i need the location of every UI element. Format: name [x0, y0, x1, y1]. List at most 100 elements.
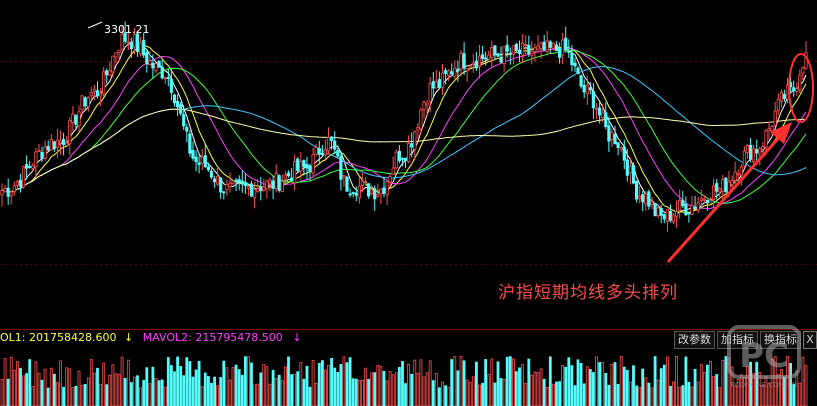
candle-body: [83, 97, 87, 107]
candle-body: [662, 214, 666, 220]
volume-bar: [142, 379, 146, 406]
candle-body: [92, 88, 96, 92]
volume-legend: OL1: 201758428.600 ↓ MAVOL2: 215795478.5…: [0, 331, 302, 347]
volume-bar: [320, 360, 324, 406]
volume-bar: [6, 378, 10, 406]
volume-bar: [197, 360, 201, 406]
volume-bar: [179, 365, 183, 406]
candle-body: [465, 67, 469, 72]
volume-bar: [259, 372, 263, 406]
candle-body: [644, 193, 648, 205]
volume-bar: [678, 386, 682, 406]
volume-bar: [622, 366, 626, 406]
candle-body: [31, 165, 35, 169]
volume-bar: [83, 383, 87, 406]
candle-body: [671, 214, 676, 223]
volume-bar: [521, 364, 524, 406]
volume-bar: [739, 374, 743, 406]
candle-body: [773, 110, 777, 126]
volume-bar: [222, 360, 226, 406]
volume-bar: [595, 356, 598, 406]
candle-body: [702, 198, 706, 201]
volume-bar: [444, 385, 448, 406]
volume-bar: [706, 364, 709, 406]
volume-bar: [89, 359, 93, 406]
volume-bar: [151, 366, 155, 406]
volume-bar: [68, 368, 72, 406]
volume-bar: [545, 386, 549, 406]
volume-bar: [515, 371, 518, 406]
vol-arrow-icon: ↓: [123, 331, 134, 344]
candle-body: [483, 57, 488, 60]
volume-bar: [93, 372, 96, 406]
candle-body: [659, 207, 663, 216]
candle-body: [394, 151, 398, 169]
volume-bar: [752, 373, 755, 406]
candle-body: [345, 176, 349, 192]
candle-body: [225, 183, 229, 191]
candle-body: [613, 133, 617, 145]
volume-bar: [330, 357, 334, 406]
volume-bar: [293, 373, 297, 406]
candle-body: [185, 127, 189, 132]
volume-bar: [573, 385, 577, 406]
volume-bar: [610, 363, 614, 406]
volume-bar: [323, 369, 327, 406]
candle-body: [447, 70, 451, 76]
candle-body: [622, 146, 626, 161]
volume-bar: [40, 379, 44, 406]
volume-bar: [256, 383, 260, 406]
candle-body: [539, 42, 543, 50]
candle-body: [333, 140, 337, 150]
candle-body: [718, 188, 722, 193]
close-icon[interactable]: X: [803, 331, 817, 349]
volume-bar: [613, 362, 617, 406]
candle-body: [68, 120, 72, 145]
volume-bar: [253, 384, 257, 406]
volume-bar: [339, 364, 343, 406]
volume-bar: [434, 372, 438, 406]
volume-bar: [268, 383, 272, 406]
annotation-shapes: [666, 53, 814, 263]
volume-bar: [123, 377, 127, 406]
volume-bar: [53, 373, 56, 406]
volume-bar: [407, 363, 411, 406]
volume-bar: [718, 387, 722, 406]
volume-bar: [182, 375, 186, 406]
candle-body: [24, 164, 29, 169]
volume-bar: [86, 377, 90, 406]
candle-body: [237, 179, 241, 183]
candle-body: [157, 60, 161, 68]
candle-body: [548, 41, 552, 48]
candle-body: [487, 54, 491, 60]
volume-bar: [564, 366, 568, 406]
volume-bar: [776, 374, 780, 406]
volume-bar: [200, 386, 204, 406]
candle-body: [712, 185, 716, 200]
candle-body: [274, 173, 278, 189]
candle-body: [357, 185, 361, 199]
candle-body: [212, 178, 217, 183]
volume-bar: [250, 362, 253, 406]
volume-bar: [185, 357, 189, 406]
candle-body: [755, 148, 759, 154]
volume-bar: [157, 380, 161, 406]
volume-bar: [216, 385, 220, 406]
volume-bar: [31, 385, 35, 406]
volume-bar: [385, 380, 389, 406]
volume-bar: [533, 371, 537, 406]
volume-bar: [25, 373, 29, 406]
volume-bar: [34, 361, 38, 406]
candle-body: [434, 81, 438, 89]
candle-body: [191, 149, 195, 159]
volume-bar: [730, 366, 734, 406]
volume-bar: [530, 374, 534, 406]
change-params-button[interactable]: 改参数: [674, 331, 715, 349]
watermark-sub-text: PCONLINE.COM.CN: [731, 381, 798, 389]
candle-body: [564, 37, 568, 51]
candle-body: [348, 193, 352, 196]
candle-body: [499, 57, 503, 63]
candle-body: [206, 166, 210, 171]
candle-body: [638, 195, 642, 199]
